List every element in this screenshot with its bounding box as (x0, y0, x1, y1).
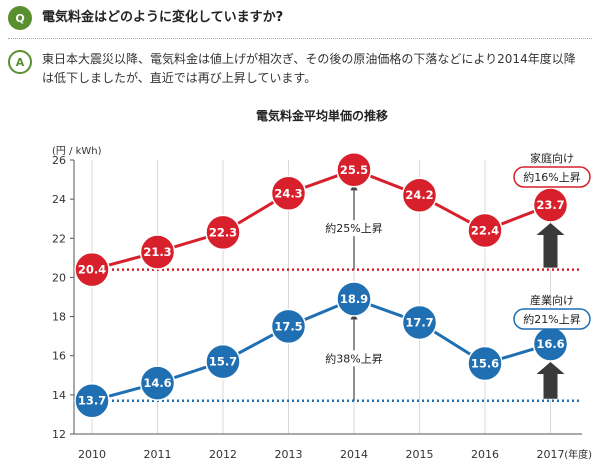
x-tick-label-2010: 2010 (78, 448, 106, 461)
rise-label-bg-0 (320, 220, 388, 237)
y-tick-label-24: 24 (52, 193, 66, 206)
series-1-value-label-2012: 15.7 (209, 355, 237, 369)
growth-arrow-0 (536, 223, 565, 268)
question-row: Q 電気料金はどのように変化していますか? (8, 6, 283, 30)
series-1-point-2015 (401, 304, 438, 341)
x-tick-label-2016: 2016 (471, 448, 499, 461)
series-1-value-label-2015: 17.7 (405, 315, 433, 329)
series-1-value-label-2017: 16.6 (536, 337, 564, 351)
rise-label-bg-1 (320, 350, 388, 367)
y-tick-label-18: 18 (52, 311, 66, 324)
series-0-point-2015 (401, 177, 438, 213)
y-tick-label-20: 20 (52, 271, 66, 284)
growth-arrow-1 (536, 361, 565, 399)
y-axis-label: (円 / kWh) (52, 146, 102, 157)
rise-label-1: 約38%上昇 (325, 351, 382, 365)
answer-row: A 東日本大震災以降、電気料金は値上げが相次ぎ、その後の原油価格の下落などにより… (8, 50, 582, 88)
series-1-value-label-2016: 15.6 (471, 357, 499, 371)
answer-text: 東日本大震災以降、電気料金は値上げが相次ぎ、その後の原油価格の下落などにより20… (42, 52, 576, 85)
series-0-value-label-2017: 23.7 (536, 198, 564, 212)
price-trend-chart: 12 14 16 18 20 22 24 26 2010 2011 2012 2013 2014 2015… (52, 108, 592, 461)
series-0-point-2010 (74, 251, 110, 288)
question-text: 電気料金はどのように変化していますか? (42, 10, 284, 25)
y-tick-label-12: 12 (52, 428, 66, 441)
series-0-point-2012 (205, 214, 241, 251)
series-1-value-label-2013: 17.5 (274, 319, 302, 333)
series-1-value-label-2011: 14.6 (143, 376, 171, 390)
answer-badge: A (8, 50, 32, 74)
y-tick-label-16: 16 (52, 350, 66, 363)
y-tick-label-26: 26 (52, 154, 66, 167)
divider (8, 38, 592, 39)
x-tick-label-2014: 2014 (340, 448, 368, 461)
series-0-value-label-2014: 25.5 (340, 163, 368, 177)
question-badge: Q (8, 6, 32, 30)
series-0-value-label-2011: 21.3 (143, 245, 171, 259)
chart-title: 電気料金平均単価の推移 (256, 108, 388, 123)
rise-label-0: 約25%上昇 (325, 221, 382, 235)
series-0-callout-box (513, 166, 591, 188)
x-tick-label-2012: 2012 (209, 448, 237, 461)
series-0-callout-text: 約16%上昇 (523, 170, 580, 184)
series-0-point-2016 (467, 212, 503, 249)
y-tick-label-22: 22 (52, 232, 66, 245)
series-1-point-2016 (467, 345, 503, 382)
series-0-value-label-2015: 24.2 (405, 188, 433, 202)
series-1-point-2013 (270, 308, 307, 345)
x-tick-label-2013: 2013 (275, 448, 303, 461)
series-1-point-2011 (139, 365, 176, 401)
x-tick-label-2011: 2011 (144, 448, 172, 461)
series-1-callout-text: 約21%上昇 (523, 312, 580, 326)
series-0-value-label-2010: 20.4 (78, 263, 106, 277)
series-0-value-label-2016: 22.4 (471, 223, 499, 237)
series-0-legend-label: 家庭向け (530, 151, 574, 165)
series-0-value-label-2013: 24.3 (274, 186, 302, 200)
series-0-point-2011 (139, 234, 176, 270)
series-0-value-label-2012: 22.3 (209, 225, 237, 239)
series-1-value-label-2014: 18.9 (340, 292, 368, 306)
x-axis-unit-label: (年度) (564, 448, 592, 461)
x-tick-label-2015: 2015 (406, 448, 434, 461)
series-0-point-2017 (532, 187, 569, 223)
x-tick-label-2017: 2017 (537, 448, 565, 461)
series-0-point-2014 (336, 152, 372, 188)
series-1-value-label-2010: 13.7 (78, 394, 106, 408)
series-1-callout-box (513, 308, 591, 330)
series-0-point-2013 (270, 175, 307, 212)
series-1-legend-label: 産業向け (530, 293, 574, 307)
y-tick-label-14: 14 (52, 389, 66, 402)
series-1-point-2012 (205, 343, 241, 380)
series-1-point-2010 (74, 382, 110, 419)
series-1-point-2014 (336, 281, 372, 317)
